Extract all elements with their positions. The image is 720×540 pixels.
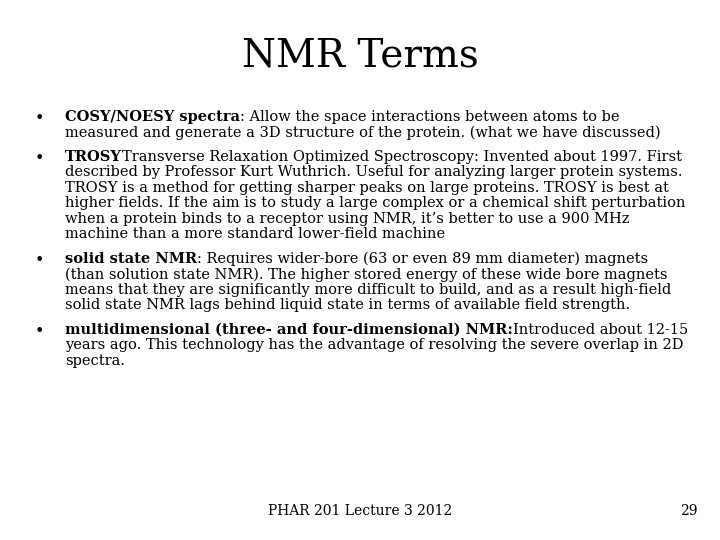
Text: •: • [35, 110, 45, 127]
Text: spectra.: spectra. [65, 354, 125, 368]
Text: NMR Terms: NMR Terms [242, 38, 478, 75]
Text: PHAR 201 Lecture 3 2012: PHAR 201 Lecture 3 2012 [268, 504, 452, 518]
Text: multidimensional (three- and four-dimensional) NMR:: multidimensional (three- and four-dimens… [65, 323, 513, 337]
Text: : Requires wider-bore (63 or even 89 mm diameter) magnets: : Requires wider-bore (63 or even 89 mm … [197, 252, 648, 266]
Text: solid state NMR: solid state NMR [65, 252, 197, 266]
Text: TROSY: TROSY [65, 150, 122, 164]
Text: •: • [35, 323, 45, 340]
Text: Introduced about 12-15: Introduced about 12-15 [513, 323, 688, 337]
Text: solid state NMR lags behind liquid state in terms of available field strength.: solid state NMR lags behind liquid state… [65, 299, 630, 313]
Text: COSY/NOESY spectra: COSY/NOESY spectra [65, 110, 240, 124]
Text: (than solution state NMR). The higher stored energy of these wide bore magnets: (than solution state NMR). The higher st… [65, 267, 667, 282]
Text: •: • [35, 150, 45, 167]
Text: measured and generate a 3D structure of the protein. (what we have discussed): measured and generate a 3D structure of … [65, 125, 661, 140]
Text: : Allow the space interactions between atoms to be: : Allow the space interactions between a… [240, 110, 619, 124]
Text: Transverse Relaxation Optimized Spectroscopy: Invented about 1997. First: Transverse Relaxation Optimized Spectros… [122, 150, 682, 164]
Text: 29: 29 [680, 504, 698, 518]
Text: higher fields. If the aim is to study a large complex or a chemical shift pertur: higher fields. If the aim is to study a … [65, 197, 685, 211]
Text: TROSY is a method for getting sharper peaks on large proteins. TROSY is best at: TROSY is a method for getting sharper pe… [65, 181, 669, 195]
Text: when a protein binds to a receptor using NMR, it’s better to use a 900 MHz: when a protein binds to a receptor using… [65, 212, 629, 226]
Text: described by Professor Kurt Wuthrich. Useful for analyzing larger protein system: described by Professor Kurt Wuthrich. Us… [65, 165, 683, 179]
Text: means that they are significantly more difficult to build, and as a result high-: means that they are significantly more d… [65, 283, 671, 297]
Text: machine than a more standard lower-field machine: machine than a more standard lower-field… [65, 227, 445, 241]
Text: years ago. This technology has the advantage of resolving the severe overlap in : years ago. This technology has the advan… [65, 339, 683, 353]
Text: •: • [35, 252, 45, 269]
